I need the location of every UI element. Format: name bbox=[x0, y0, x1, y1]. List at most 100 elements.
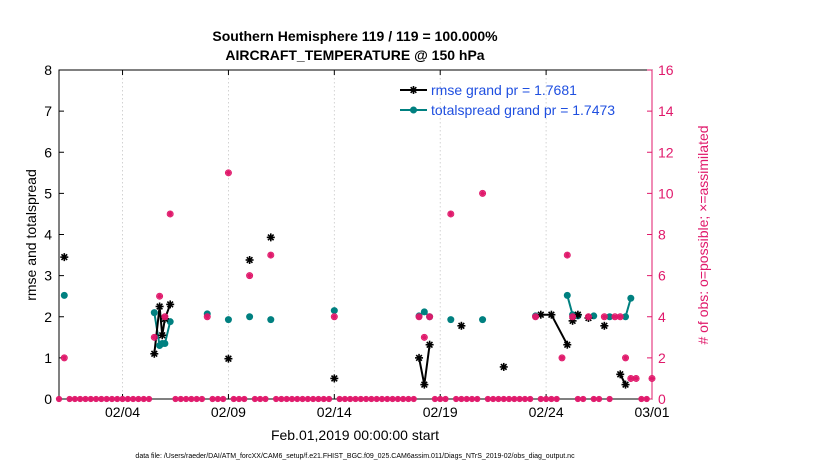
obs-zero-star bbox=[146, 396, 152, 402]
y-right-tick-label: 16 bbox=[658, 62, 674, 78]
obs-zero-star bbox=[342, 396, 348, 402]
obs-zero-star bbox=[305, 396, 311, 402]
obs-zero-star bbox=[528, 396, 533, 402]
plot-frame bbox=[58, 69, 653, 400]
obs-zero-star bbox=[400, 396, 406, 402]
obs-assimilated-point bbox=[151, 334, 157, 340]
rmse-point bbox=[166, 300, 175, 309]
x-axis: 02/04 02/09 02/14 02/19 02/24 03/01 bbox=[105, 70, 670, 420]
obs-zero-star bbox=[348, 396, 353, 402]
y-axis-right-label: # of obs: o=possible; ×=assimilated bbox=[695, 125, 711, 344]
obs-zero-star bbox=[369, 396, 374, 402]
data-file-footer: data file: /Users/raeder/DAI/ATM_forcXX/… bbox=[135, 453, 575, 460]
y-axis-left-label: rmse and totalspread bbox=[23, 169, 39, 301]
obs-assimilated-point bbox=[601, 314, 607, 320]
spread-point bbox=[479, 316, 487, 324]
obs-zero-point bbox=[55, 395, 63, 403]
obs-possible-point bbox=[161, 313, 169, 321]
y-left-tick-label: 1 bbox=[44, 350, 52, 366]
obs-possible-point bbox=[60, 354, 68, 362]
obs-zero-star bbox=[385, 396, 390, 402]
obs-zero-star bbox=[506, 396, 512, 402]
obs-zero-star bbox=[300, 396, 305, 402]
obs-possible-point bbox=[600, 313, 608, 321]
obs-zero-point bbox=[220, 395, 227, 403]
obs-zero-star bbox=[379, 396, 385, 402]
obs-zero-star bbox=[236, 396, 242, 402]
obs-zero-star bbox=[99, 396, 104, 402]
y-left-tick-label: 5 bbox=[44, 185, 52, 201]
obs-zero-star bbox=[189, 396, 194, 402]
obs-zero-star bbox=[644, 396, 649, 402]
obs-zero-star bbox=[220, 396, 226, 402]
obs-assimilated-point bbox=[61, 355, 67, 361]
spread-point bbox=[224, 316, 232, 324]
x-axis-label: Feb.01,2019 00:00:00 start bbox=[271, 427, 439, 443]
y-axis-left: 0 1 2 3 4 5 6 7 8 bbox=[44, 62, 64, 407]
obs-zero-star bbox=[411, 396, 416, 402]
obs-assimilated-point bbox=[559, 355, 565, 361]
y-left-tick-label: 8 bbox=[44, 62, 52, 78]
obs-zero-star bbox=[374, 396, 379, 402]
spread-point bbox=[606, 313, 614, 321]
obs-zero-point bbox=[325, 395, 333, 403]
obs-zero-star bbox=[88, 396, 93, 402]
obs-possible-point bbox=[150, 333, 158, 341]
obs-zero-star bbox=[136, 396, 141, 402]
rmse-point bbox=[60, 253, 69, 262]
obs-possible-point bbox=[622, 354, 630, 362]
obs-zero-star bbox=[443, 396, 448, 402]
obs-possible-point bbox=[224, 169, 232, 177]
obs-assimilated-point bbox=[448, 211, 454, 217]
obs-possible-point bbox=[415, 313, 423, 321]
obs-zero-star bbox=[115, 396, 120, 402]
obs-possible-point bbox=[267, 251, 275, 259]
obs-zero-star bbox=[326, 396, 332, 402]
obs-zero-star bbox=[120, 396, 125, 402]
obs-possible-point bbox=[246, 272, 254, 280]
obs-possible-point bbox=[532, 313, 540, 321]
obs-zero-star bbox=[210, 396, 215, 402]
obs-zero-star bbox=[273, 396, 279, 402]
x-tick-label: 02/09 bbox=[211, 404, 246, 420]
obs-zero-star bbox=[289, 396, 295, 402]
legend-spread-label: totalspread grand pr = 1.7473 bbox=[431, 102, 615, 118]
obs-possible-point bbox=[648, 374, 656, 382]
obs-assimilated-point bbox=[628, 375, 634, 381]
rmse-line bbox=[418, 344, 431, 385]
obs-assimilated-point bbox=[564, 252, 570, 258]
obs-assimilated-point bbox=[480, 190, 486, 196]
obs-zero-star bbox=[395, 396, 401, 402]
obs-zero-star bbox=[459, 396, 464, 402]
rmse-point bbox=[155, 302, 164, 311]
y-right-tick-label: 8 bbox=[658, 227, 666, 243]
obs-possible-point bbox=[479, 189, 487, 197]
obs-zero-star bbox=[522, 396, 528, 402]
obs-zero-star bbox=[575, 396, 581, 402]
obs-possible-point bbox=[156, 292, 164, 300]
obs-assimilated-point bbox=[421, 334, 427, 340]
legend-rmse-label: rmse grand pr = 1.7681 bbox=[431, 82, 577, 98]
rmse-point bbox=[563, 340, 572, 349]
obs-zero-star bbox=[72, 396, 78, 402]
legend-rmse-star bbox=[409, 86, 418, 94]
rmse-point bbox=[616, 370, 625, 379]
obs-possible-point bbox=[569, 313, 577, 321]
obs-layer bbox=[55, 169, 656, 403]
obs-zero-star bbox=[178, 396, 183, 402]
obs-zero-star bbox=[475, 396, 480, 402]
obs-zero-star bbox=[173, 396, 178, 402]
obs-assimilated-point bbox=[331, 314, 337, 320]
obs-possible-point bbox=[632, 374, 640, 382]
obs-zero-point bbox=[527, 395, 534, 403]
legend-rmse-marker bbox=[409, 86, 418, 94]
obs-zero-star bbox=[432, 396, 438, 402]
y-left-tick-label: 4 bbox=[44, 227, 52, 243]
spread-point bbox=[166, 318, 174, 326]
obs-zero-point bbox=[410, 395, 417, 403]
obs-zero-star bbox=[596, 396, 602, 402]
rmse-point bbox=[415, 353, 424, 362]
obs-zero-star bbox=[580, 396, 586, 402]
obs-assimilated-point bbox=[268, 252, 274, 258]
